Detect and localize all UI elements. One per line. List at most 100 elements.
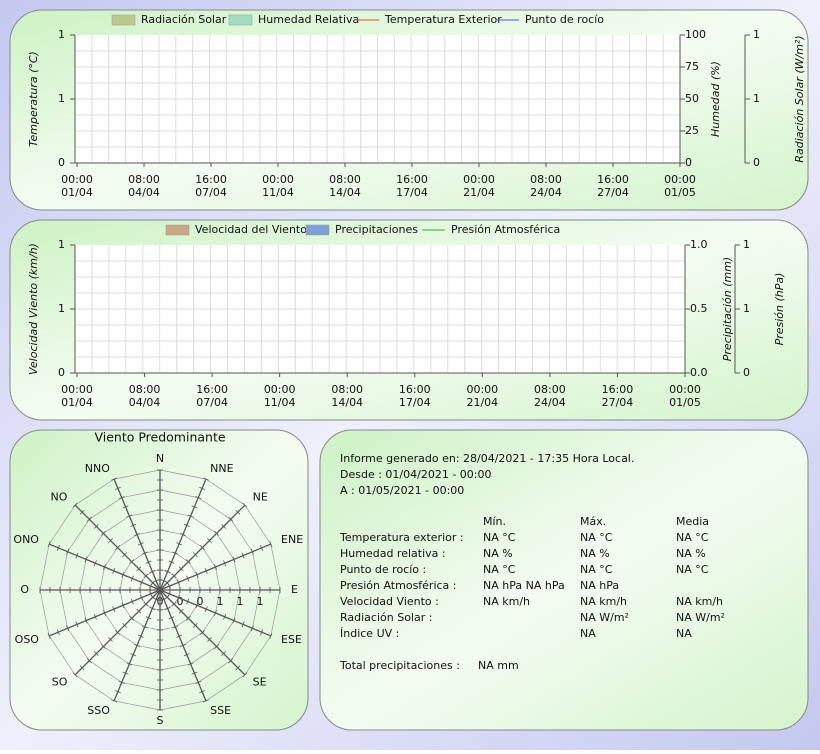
line — [207, 637, 212, 642]
line — [129, 559, 135, 565]
line — [130, 598, 134, 605]
axis-label: Humedad (%) — [709, 61, 722, 137]
tick-label: 0 — [753, 156, 760, 169]
line — [56, 544, 60, 551]
rose-direction: SSO — [87, 704, 110, 717]
column-header: Mín. — [483, 515, 506, 528]
tick-label: 1.0 — [690, 238, 708, 251]
rose-direction: NNE — [210, 462, 233, 475]
x-tick-time: 00:00 — [264, 383, 296, 396]
tick-label: 1 — [753, 28, 760, 41]
line — [176, 542, 183, 546]
line — [214, 644, 219, 649]
line — [176, 579, 180, 586]
x-tick-date: 17/04 — [396, 186, 428, 199]
legend-label: Punto de rocío — [525, 13, 604, 26]
line — [143, 573, 149, 579]
row-label: Punto de rocío : — [340, 563, 426, 576]
line — [185, 559, 191, 565]
x-tick-time: 00:00 — [61, 173, 93, 186]
tick-label: 0 — [743, 366, 750, 379]
line — [75, 621, 79, 628]
line — [103, 610, 107, 616]
row-value: NA hPa NA hPa — [483, 579, 565, 592]
line — [101, 531, 106, 536]
line — [235, 665, 241, 671]
row-value: NA hPa — [580, 579, 619, 592]
line — [187, 514, 194, 518]
line — [178, 566, 184, 572]
line — [143, 601, 149, 607]
line — [126, 662, 133, 666]
tick-label: 1 — [743, 238, 750, 251]
x-tick-date: 01/05 — [669, 396, 701, 409]
line — [228, 658, 234, 664]
line — [75, 552, 79, 559]
line — [93, 560, 97, 567]
line — [134, 643, 140, 647]
row-label: Temperatura exterior : — [339, 531, 464, 544]
line — [223, 613, 227, 620]
line — [112, 606, 116, 613]
line — [241, 552, 245, 559]
row-value: NA W/m² — [580, 611, 629, 624]
row-value: NA — [676, 627, 692, 640]
row-value: NA °C — [483, 563, 516, 576]
line — [180, 643, 186, 647]
line — [260, 544, 264, 551]
line — [122, 552, 128, 558]
tick-label: 0 — [58, 366, 65, 379]
row-value: NA °C — [676, 531, 709, 544]
legend-label: Velocidad del Viento — [195, 223, 307, 236]
report-to: A : 01/05/2021 - 00:00 — [340, 484, 464, 497]
x-tick-time: 00:00 — [664, 173, 696, 186]
x-tick-time: 08:00 — [128, 173, 160, 186]
line — [47, 632, 51, 639]
tick-label: 0 — [58, 156, 65, 169]
line — [164, 606, 171, 610]
x-tick-date: 21/04 — [463, 186, 495, 199]
line — [200, 630, 205, 635]
legend-swatch — [228, 14, 253, 26]
line — [149, 570, 156, 574]
total-label: Total precipitaciones : — [339, 659, 460, 672]
line — [141, 551, 148, 555]
line — [202, 477, 209, 481]
x-tick-date: 14/04 — [329, 186, 361, 199]
line — [228, 516, 234, 522]
rose-ring-label: 1 — [237, 595, 244, 608]
x-tick-date: 07/04 — [196, 396, 228, 409]
axis-label: Radiación Solar (W/m²) — [793, 35, 806, 162]
line — [66, 548, 70, 555]
x-tick-time: 16:00 — [396, 173, 428, 186]
row-value: NA °C — [580, 563, 613, 576]
line — [171, 601, 177, 607]
line — [93, 651, 99, 657]
legend-label: Precipitaciones — [335, 223, 418, 236]
row-label: Humedad relativa : — [340, 547, 446, 560]
tick-label: 1 — [58, 28, 65, 41]
line — [186, 598, 190, 605]
line — [72, 672, 78, 678]
legend-label: Radiación Solar — [141, 13, 227, 26]
x-tick-time: 00:00 — [466, 383, 498, 396]
line — [136, 608, 142, 614]
row-value: NA °C — [483, 531, 516, 544]
line — [108, 637, 113, 642]
row-value: NA % — [580, 547, 610, 560]
line — [235, 509, 241, 515]
line — [178, 608, 184, 614]
line — [232, 617, 236, 624]
line — [204, 567, 208, 574]
line — [145, 616, 152, 620]
tick-label: 75 — [685, 60, 699, 73]
x-tick-time: 16:00 — [196, 383, 228, 396]
line — [213, 610, 217, 616]
rose-ring-label: 1 — [217, 595, 224, 608]
line — [86, 516, 92, 522]
rose-direction: ENE — [281, 533, 303, 546]
line — [47, 541, 51, 548]
line — [56, 629, 60, 636]
report-generated: Informe generado en: 28/04/2021 - 17:35 … — [340, 452, 634, 465]
axis-label: Temperatura (°C) — [27, 51, 40, 147]
